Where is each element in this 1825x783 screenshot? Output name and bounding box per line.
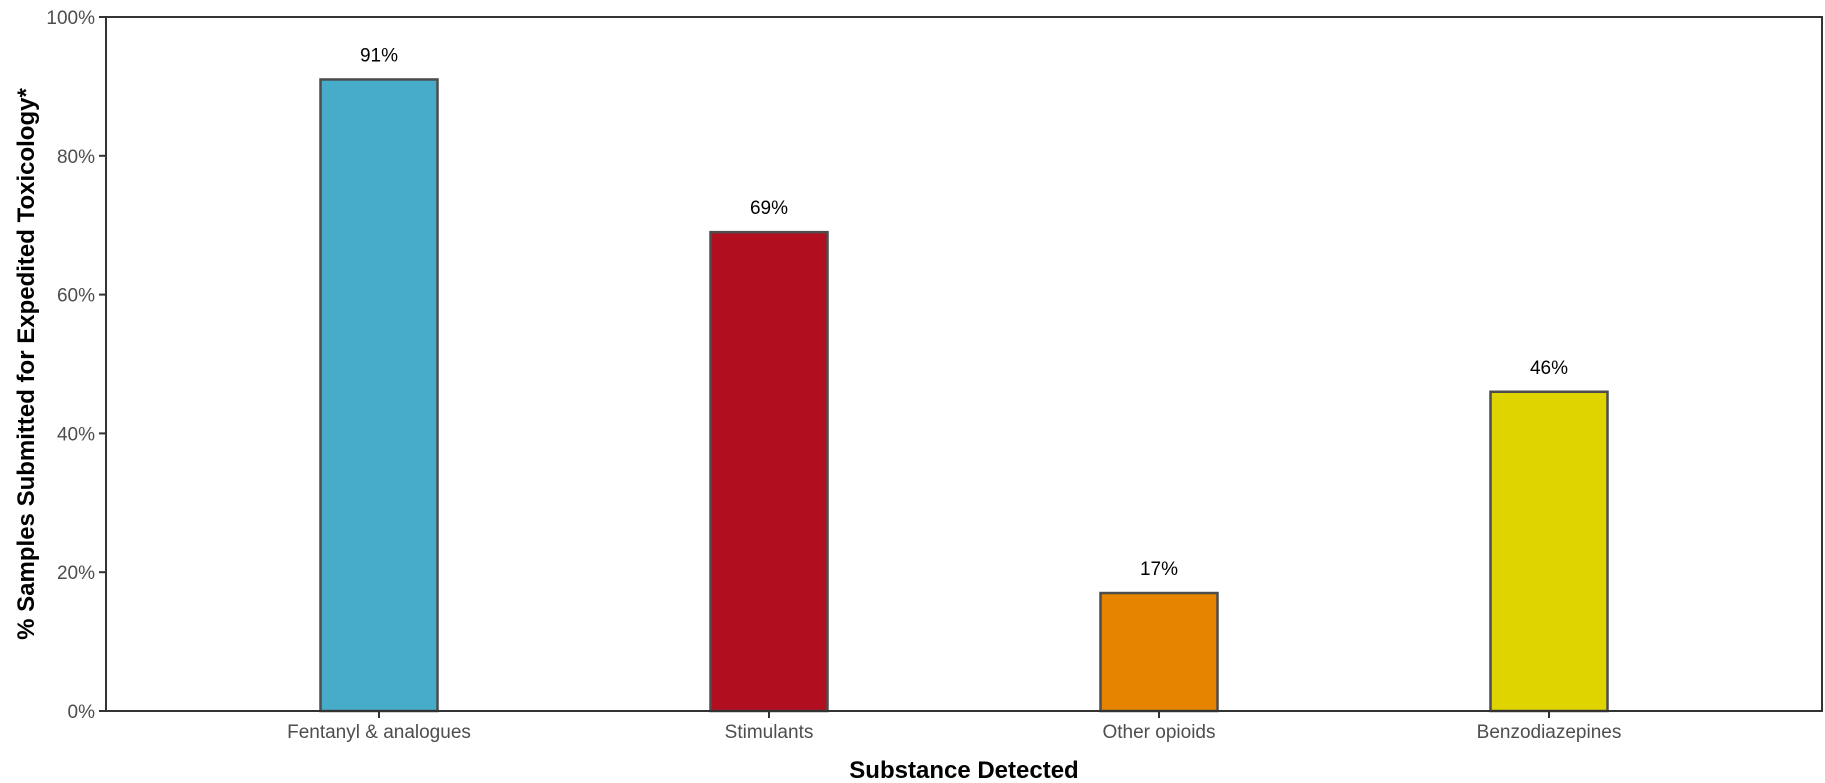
x-axis-ticks: Fentanyl & analogues Stimulants Other opio…	[287, 711, 1621, 743]
plot-panel-border	[105, 16, 1823, 712]
bar	[1099, 591, 1219, 713]
bar	[319, 78, 439, 713]
y-tick-label: 40%	[57, 424, 95, 445]
y-tick-label: 0%	[68, 702, 96, 723]
bar	[1489, 390, 1609, 713]
bar	[709, 230, 829, 713]
y-axis-ticks: 0% 20% 40% 60% 80% 100%	[46, 8, 106, 723]
x-axis-title: Substance Detected	[849, 757, 1078, 783]
data-label: 46%	[1530, 358, 1568, 379]
x-tick-label: Stimulants	[725, 722, 814, 743]
y-axis-title: % Samples Submitted for Expedited Toxico…	[13, 88, 40, 640]
data-label: 91%	[360, 45, 398, 66]
bars: 91% 69% 17% 46%	[319, 45, 1609, 713]
y-tick-label: 80%	[57, 147, 95, 168]
y-tick-label: 100%	[46, 8, 95, 29]
x-tick-label: Other opioids	[1102, 722, 1215, 743]
x-tick-label: Benzodiazepines	[1477, 722, 1622, 743]
y-tick-label: 60%	[57, 286, 95, 307]
y-tick-label: 20%	[57, 563, 95, 584]
data-label: 17%	[1140, 559, 1178, 580]
data-label: 69%	[750, 198, 788, 219]
x-tick-label: Fentanyl & analogues	[287, 722, 471, 743]
